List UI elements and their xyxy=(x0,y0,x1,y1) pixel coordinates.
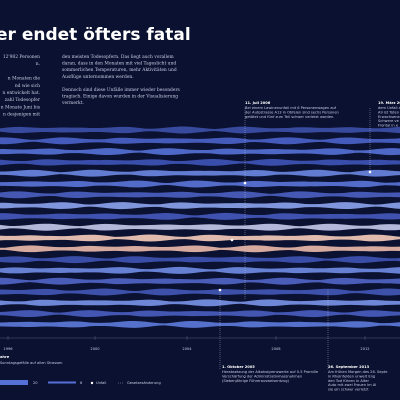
stream xyxy=(0,202,400,210)
annotation-text: Am frühen Morgen des 26. Septe xyxy=(328,370,388,374)
intro-left-line: nd wie sich xyxy=(15,84,40,89)
stream xyxy=(0,256,400,264)
legend-swatch-small xyxy=(48,381,76,384)
intro-left-line: zahl Todesopfer xyxy=(5,98,41,103)
annotation-text: (Siebenjährige Führerausweisentzug) xyxy=(222,379,289,383)
intro-left-line: 12'982 Personen xyxy=(3,55,40,60)
stream xyxy=(0,137,400,145)
stream xyxy=(0,158,400,166)
annotation-text: Herabsetzung der Alkoholgrenzwerte auf 0… xyxy=(222,370,319,374)
legend-size-big: 20 xyxy=(33,381,38,385)
annotation-date: 26. September 2013 xyxy=(328,365,370,369)
annotation-text: Bei einem Lawinenunfall mit 6 Personenwa… xyxy=(245,106,337,110)
accident-marker xyxy=(218,288,222,292)
accident-marker xyxy=(230,238,234,242)
legend-accident xyxy=(90,381,94,385)
stream xyxy=(0,126,400,134)
stream xyxy=(0,223,400,231)
stream xyxy=(0,234,400,242)
legend-size-small: 6 xyxy=(80,381,83,385)
annotation-text: Auto mit zwei Frauen im Al xyxy=(328,383,376,387)
legend-law-label: Gesetzesänderung xyxy=(127,381,161,385)
stream xyxy=(0,288,400,296)
stream xyxy=(0,191,400,199)
x-tick-label: 2012 xyxy=(360,347,369,351)
stream xyxy=(0,169,400,177)
intro-left-line: n entwickelt hat. xyxy=(3,91,40,96)
annotation-text: in Rheinfelden unweit Eng xyxy=(328,374,375,378)
intro-right-line: Ausflüge unternommen werden. xyxy=(61,75,134,80)
legend-accident-label: Unfall xyxy=(96,381,106,385)
intro-right-line: den meisten Todesopfern. Das liegt auch … xyxy=(62,55,174,60)
legend-title: ahre xyxy=(0,355,10,359)
stream xyxy=(0,277,400,285)
stream xyxy=(0,310,400,318)
annotation-text: Erwachsene xyxy=(378,115,400,119)
accident-marker xyxy=(243,181,247,185)
stream xyxy=(0,266,400,274)
x-tick-label: 1996 xyxy=(3,347,13,351)
stream xyxy=(0,212,400,220)
intro-right-line: vermerkt. xyxy=(61,101,84,106)
legend-subtitle: Sonntagsgefälle auf allen Strassen xyxy=(0,361,62,365)
stream xyxy=(0,299,400,307)
annotation-text: A9 ist Toten xyxy=(378,110,399,114)
annotation-text: getötet und fünf zum Teil schwer verletz… xyxy=(245,115,334,119)
x-tick-label: 2000 xyxy=(90,347,100,351)
stream xyxy=(0,320,400,328)
intro-right-line: Dennoch sind diese Unfälle immer wieder … xyxy=(62,88,181,93)
intro-left-line: n. xyxy=(36,62,40,67)
intro-left-line: n desjenigen mit xyxy=(3,113,40,118)
annotation-text: den Tod führen in Alter xyxy=(328,379,369,383)
title: er endet öfters fatal xyxy=(0,25,191,45)
x-tick-label: 2008 xyxy=(271,347,281,351)
x-tick-label: 2004 xyxy=(182,347,192,351)
intro-left-line: n Monate Juni bis xyxy=(1,105,41,110)
annotation-text: sie ein schwer verletzt xyxy=(328,388,369,392)
intro-right-line: daran, dass in den Monaten mit viel Tage… xyxy=(62,62,176,67)
annotation-date: 11. Juli 2006 xyxy=(245,101,271,105)
annotation-text: Verschärfung der Administrativmassnahmen xyxy=(222,374,302,378)
annotation-text: dem Unfall a xyxy=(378,106,400,110)
legend-swatch-big xyxy=(0,380,28,385)
intro-left-line: n Monaten die xyxy=(8,77,41,82)
accident-marker xyxy=(368,170,372,174)
intro-right-line: sommerlichen Temperaturen, mehr Aktivitä… xyxy=(62,68,177,73)
stream xyxy=(0,180,400,188)
annotation-date: 1. Oktober 2005 xyxy=(222,365,255,369)
intro-right-line: tragisch. Einige davon wurden in der Vis… xyxy=(62,95,178,100)
annotation-text: der Autostrasse A13 in Obfelen sind sech… xyxy=(245,110,339,114)
annotation-date: 19. März 20 xyxy=(378,101,400,105)
stream xyxy=(0,148,400,156)
annotation-text: Frontal in e xyxy=(378,124,399,128)
stream xyxy=(0,245,400,253)
annotation-text: Schwere ve xyxy=(378,119,400,123)
